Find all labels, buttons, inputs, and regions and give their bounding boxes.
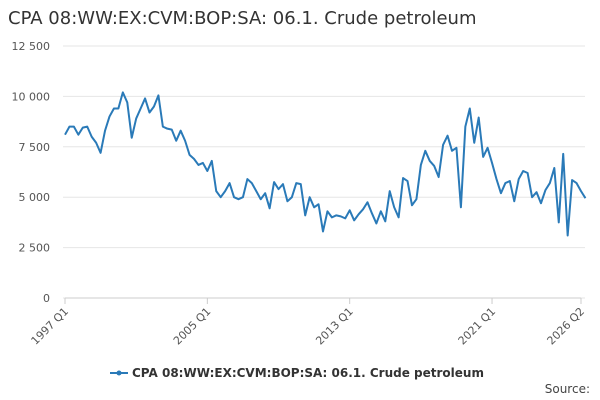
x-tick-label: 2005 Q1 — [171, 305, 214, 348]
chart-title: CPA 08:WW:EX:CVM:BOP:SA: 06.1. Crude pet… — [8, 8, 477, 29]
x-tick-label: 2013 Q1 — [313, 305, 356, 348]
legend-marker — [116, 370, 122, 376]
y-tick-label: 12 500 — [12, 40, 51, 53]
x-tick-label: 2026 Q2 — [545, 305, 588, 348]
x-tick-label: 2021 Q1 — [456, 305, 499, 348]
y-tick-label: 7 500 — [19, 141, 51, 154]
y-tick-label: 2 500 — [19, 242, 51, 255]
y-tick-label: 10 000 — [12, 90, 51, 103]
x-tick-label: 1997 Q1 — [29, 305, 72, 348]
legend-label: CPA 08:WW:EX:CVM:BOP:SA: 06.1. Crude pet… — [132, 366, 484, 380]
y-tick-label: 0 — [43, 292, 50, 305]
y-tick-label: 5 000 — [19, 191, 51, 204]
source: Source: — [545, 382, 590, 396]
series-line — [64, 91, 587, 237]
